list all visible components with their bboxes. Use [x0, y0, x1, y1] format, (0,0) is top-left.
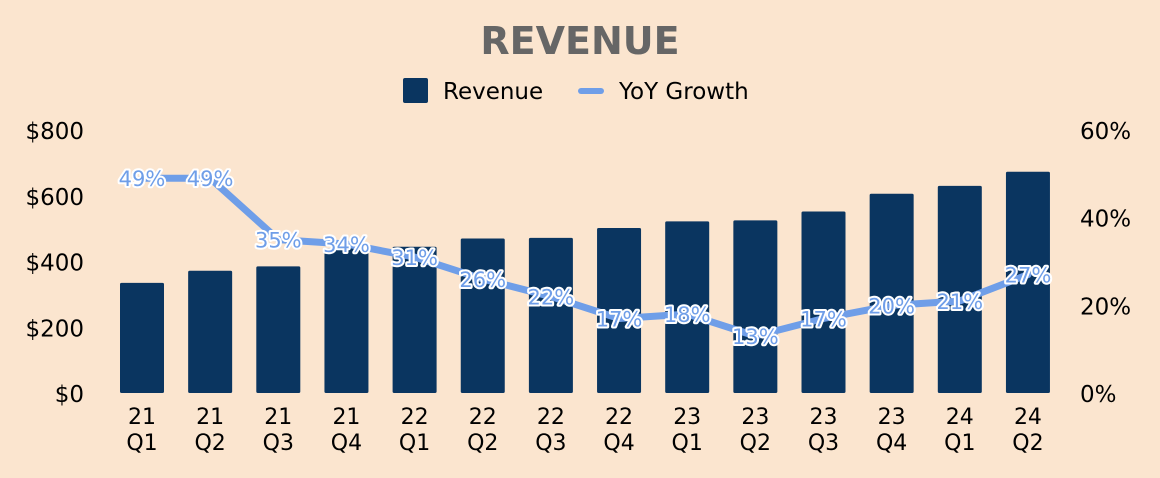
revenue-bar — [665, 221, 710, 393]
x-tick-year: 21 — [128, 405, 156, 430]
yoy-data-label: 21% — [936, 290, 983, 314]
revenue-bar — [1005, 171, 1050, 393]
x-tick-quarter: Q4 — [331, 431, 362, 456]
revenue-bar — [528, 237, 573, 393]
data-labels: 49% 49% 35% 34% 31% 26% 22% 17% 18% 13% 17% 20% 21% 2… — [117, 165, 1054, 351]
x-tick-year: 22 — [401, 405, 429, 430]
revenue-bar — [733, 220, 778, 393]
left-axis-tick: $400 — [25, 251, 84, 277]
x-tick-year: 22 — [605, 405, 633, 430]
x-tick-year: 23 — [878, 405, 906, 430]
left-axis-tick: $800 — [25, 119, 84, 145]
x-tick-quarter: Q2 — [467, 431, 498, 456]
chart-title: REVENUE — [480, 19, 679, 63]
legend-yoy-label: YoY Growth — [618, 79, 749, 105]
right-axis-tick: 40% — [1080, 207, 1131, 233]
left-axis-tick: $600 — [25, 185, 84, 211]
yoy-data-label: 17% — [596, 307, 643, 331]
yoy-data-label: 31% — [391, 246, 438, 270]
x-tick-quarter: Q1 — [672, 431, 703, 456]
x-tick-quarter: Q1 — [126, 431, 157, 456]
right-axis-tick: 60% — [1080, 119, 1131, 145]
x-tick-year: 23 — [673, 405, 701, 430]
x-axis-ticks: 21Q121Q221Q321Q422Q122Q222Q322Q423Q123Q2… — [126, 405, 1043, 456]
legend-revenue-swatch — [403, 78, 428, 103]
revenue-bar — [801, 211, 846, 393]
x-tick-year: 23 — [810, 405, 838, 430]
x-tick-year: 21 — [332, 405, 360, 430]
x-tick-quarter: Q2 — [194, 431, 225, 456]
x-tick-year: 21 — [264, 405, 292, 430]
revenue-bar — [120, 282, 164, 393]
x-tick-quarter: Q3 — [263, 431, 294, 456]
left-axis: $0 $200 $400 $600 $800 — [25, 119, 84, 408]
revenue-bar — [256, 266, 301, 393]
yoy-data-label: 22% — [528, 286, 575, 310]
x-tick-quarter: Q3 — [808, 431, 839, 456]
yoy-data-label: 27% — [1005, 264, 1052, 288]
yoy-data-label: 26% — [459, 268, 506, 292]
left-axis-tick: $200 — [25, 316, 84, 342]
yoy-data-label: 20% — [868, 294, 915, 318]
revenue-bar — [869, 193, 914, 393]
left-axis-tick: $0 — [55, 382, 84, 408]
yoy-data-label: 49% — [187, 167, 234, 191]
yoy-data-label: 18% — [664, 303, 711, 327]
bars — [120, 171, 1050, 393]
legend: Revenue YoY Growth — [403, 78, 749, 105]
yoy-line-layer — [138, 174, 1032, 340]
x-tick-quarter: Q4 — [876, 431, 907, 456]
revenue-bar — [392, 246, 437, 393]
yoy-data-label: 35% — [255, 229, 302, 253]
x-tick-year: 22 — [537, 405, 565, 430]
revenue-bar — [460, 238, 505, 393]
x-tick-year: 23 — [741, 405, 769, 430]
x-tick-quarter: Q1 — [399, 431, 430, 456]
revenue-bar — [597, 227, 642, 393]
right-axis-tick: 20% — [1080, 294, 1131, 320]
x-tick-quarter: Q2 — [1012, 431, 1043, 456]
yoy-growth-line — [138, 174, 1032, 340]
yoy-data-label: 49% — [119, 167, 166, 191]
revenue-bar — [324, 248, 369, 393]
right-axis-tick: 0% — [1080, 382, 1117, 408]
revenue-bar — [937, 185, 982, 393]
x-tick-quarter: Q3 — [535, 431, 566, 456]
yoy-data-label: 13% — [732, 325, 779, 349]
right-axis: 0% 20% 40% 60% — [1080, 119, 1131, 408]
legend-revenue-label: Revenue — [443, 79, 543, 105]
revenue-bar — [188, 270, 233, 393]
x-tick-year: 24 — [946, 405, 974, 430]
yoy-data-label: 34% — [323, 233, 370, 257]
x-tick-quarter: Q4 — [603, 431, 634, 456]
x-tick-quarter: Q1 — [944, 431, 975, 456]
yoy-data-label: 17% — [800, 307, 847, 331]
legend-yoy-swatch — [578, 88, 604, 94]
x-tick-year: 22 — [469, 405, 497, 430]
x-tick-year: 24 — [1014, 405, 1042, 430]
x-tick-year: 21 — [196, 405, 224, 430]
x-tick-quarter: Q2 — [740, 431, 771, 456]
